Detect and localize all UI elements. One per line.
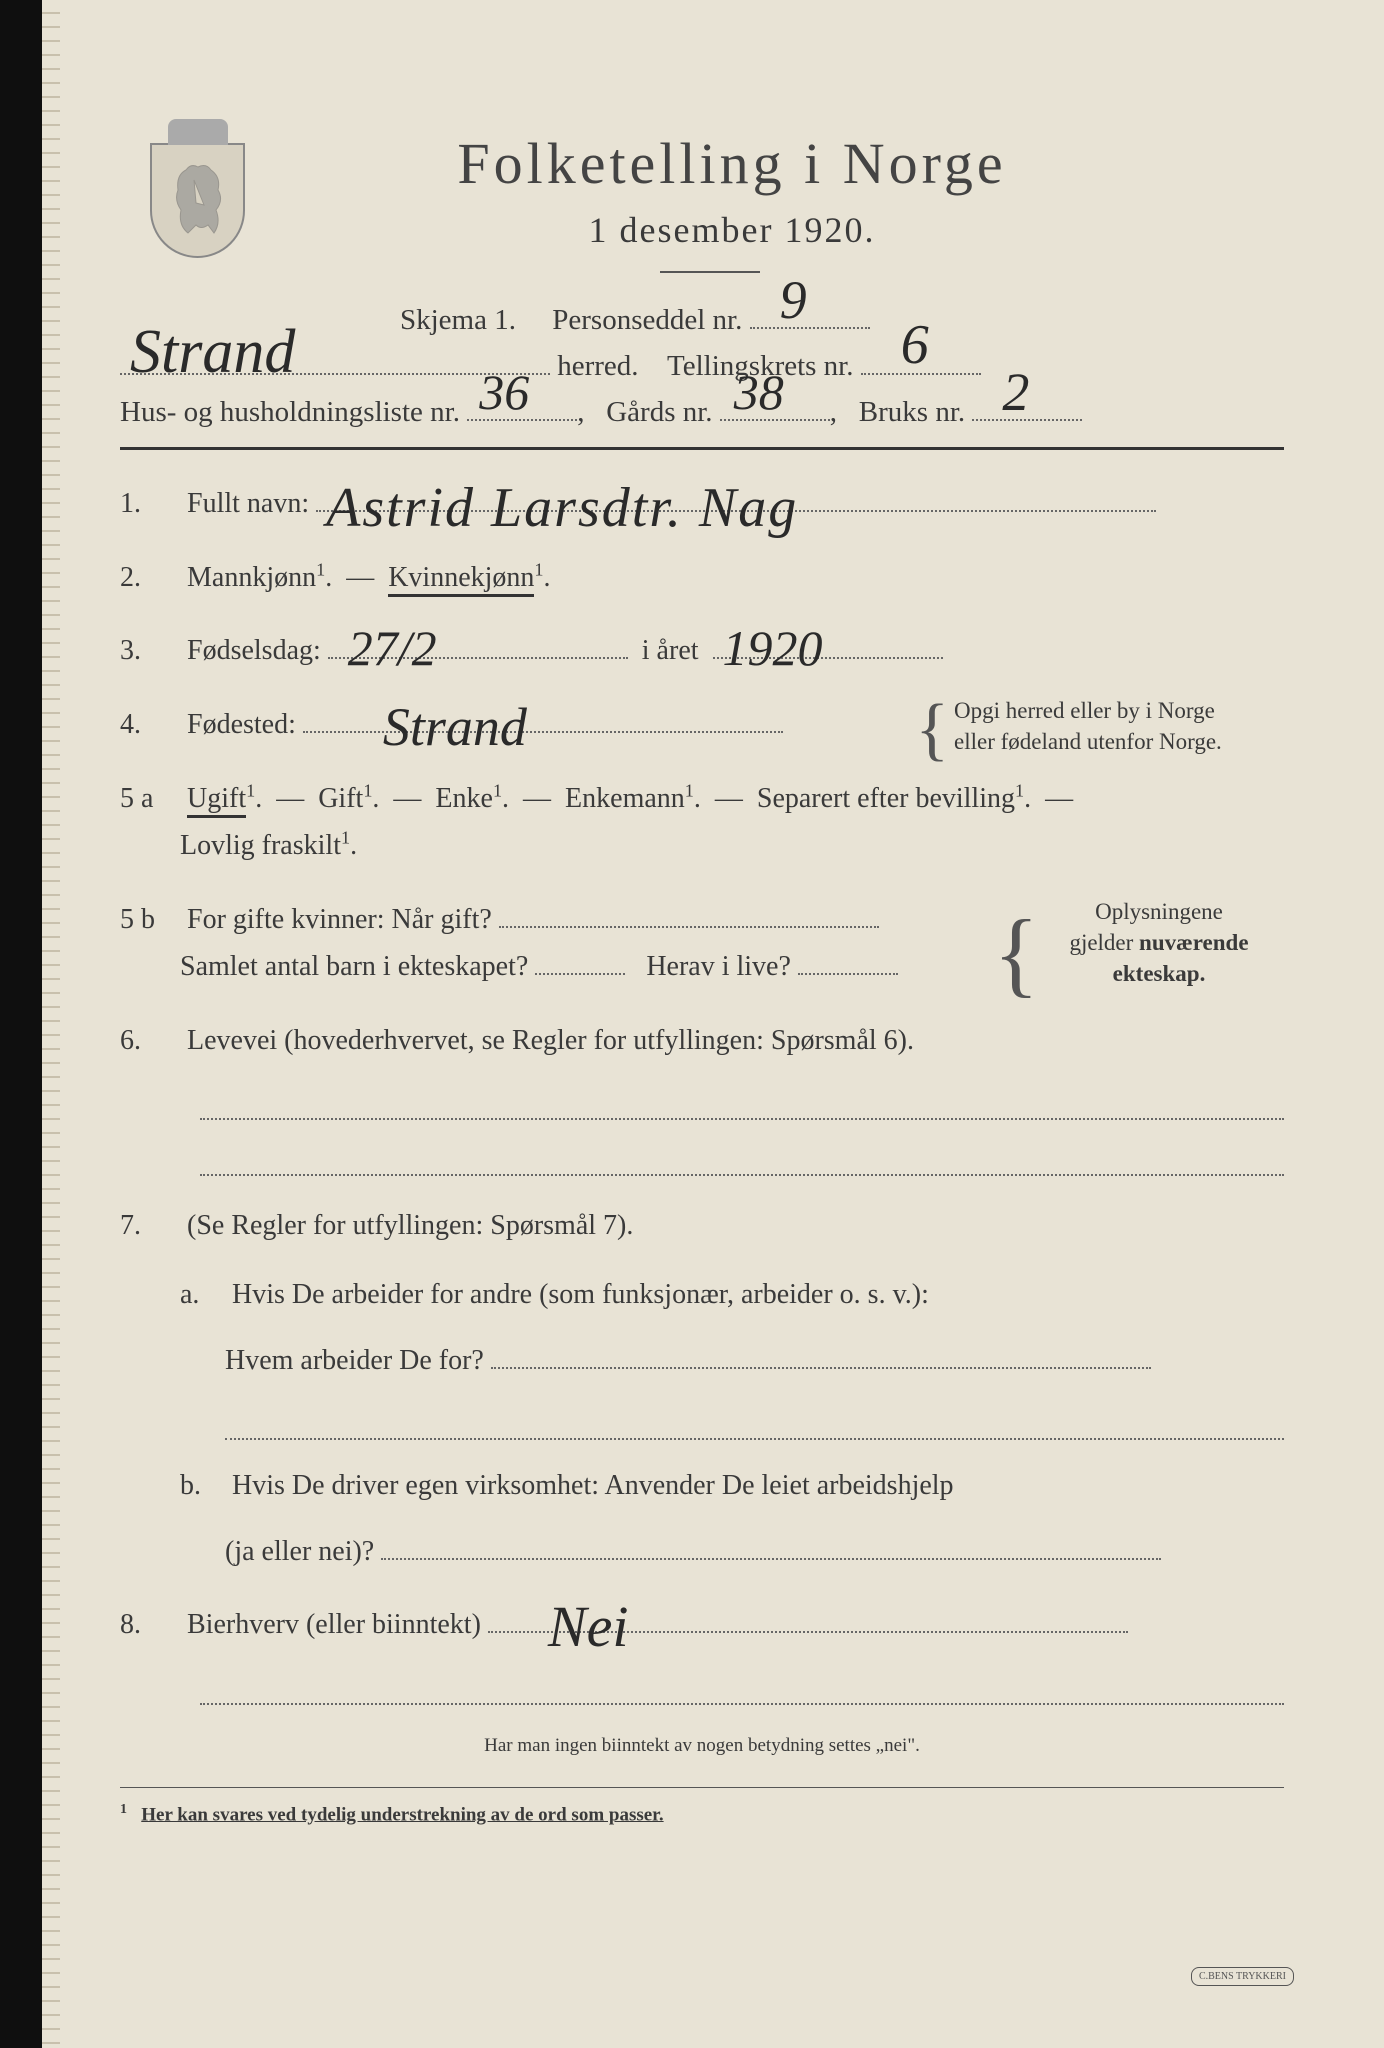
gards-label: Gårds nr. [606,396,712,428]
q8-num: 8. [120,1601,180,1649]
herred-name: Strand [130,317,295,388]
tellingskrets-nr: 6 [901,313,929,377]
q7a-l2: Hvem arbeider De for? [225,1345,484,1376]
q5a-opt5: Lovlig fraskilt [180,830,341,861]
q2-num: 2. [120,554,180,602]
q7b-l1: Hvis De driver egen virksomhet: Anvender… [232,1470,954,1501]
q5a-opt0: Ugift [187,783,246,818]
q4-note: Opgi herred eller by i Norge eller fødel… [954,695,1274,757]
q8-label: Bierhverv (eller biinntekt) [187,1609,481,1640]
q6-label: Levevei (hovederhvervet, se Regler for u… [187,1025,914,1056]
q4-label: Fødested: [187,709,296,740]
q5a-num: 5 a [120,775,180,823]
q5b-num: 5 b [120,896,180,944]
q4-num: 4. [120,701,180,749]
form-date: 1 desember 1920. [180,209,1284,251]
q3-num: 3. [120,627,180,675]
q5a-opt3: Enkemann [565,783,685,814]
scan-edge [0,0,42,2048]
q7a-l1: Hvis De arbeider for andre (som funksjon… [232,1279,929,1310]
q5b-note: Oplysningene gjelder nuværende ekteskap. [1044,896,1274,989]
skjema-label: Skjema 1. [400,304,516,336]
meta-line-2: Strand herred. Tellingskrets nr. 6 [120,349,1284,383]
q5b-l2a: Samlet antal barn i ekteskapet? [180,951,528,982]
question-4: 4. Fødested: Strand { Opgi herred eller … [120,701,1284,749]
personseddel-nr: 9 [780,269,807,331]
q8-line [200,1671,1284,1705]
gards-nr: 38 [734,363,784,421]
question-2: 2. Mannkjønn1. — Kvinnekjønn1. [120,554,1284,602]
brace-icon-2: { [993,906,1039,1001]
husliste-nr: 36 [479,363,529,421]
q3-day: 27/2 [348,606,437,691]
q6-line2 [200,1142,1284,1176]
q5a-opt2: Enke [435,783,493,814]
q3-label: Fødselsdag: [187,635,321,666]
form-header: Folketelling i Norge 1 desember 1920. [120,130,1284,273]
printer-mark: C.BENS TRYKKERI [1191,1967,1294,1986]
meta-block: Skjema 1. Personseddel nr. 9 Strand herr… [120,303,1284,429]
brace-icon: { [915,695,949,765]
q5b-l2b: Herav i live? [646,951,791,982]
question-3: 3. Fødselsdag: 27/2 i året 1920 [120,627,1284,675]
q4-note-l1: Opgi herred eller by i Norge [954,698,1215,723]
q6-line1 [200,1087,1284,1121]
herred-label: herred. [557,350,638,382]
perforation-edge [42,0,60,2048]
q7-label: (Se Regler for utfyllingen: Spørsmål 7). [187,1210,633,1241]
question-5a: 5 a Ugift1. — Gift1. — Enke1. — Enkemann… [120,775,1284,870]
q7-num: 7. [120,1202,180,1250]
q7b-num: b. [180,1462,225,1510]
q4-value: Strand [383,682,527,774]
question-5b: 5 b For gifte kvinner: Når gift? Samlet … [120,896,1284,991]
census-form-page: Folketelling i Norge 1 desember 1920. Sk… [0,0,1384,2048]
q7a-num: a. [180,1271,225,1319]
q3-year-label: i året [642,635,699,666]
meta-line-1: Skjema 1. Personseddel nr. 9 [400,303,1284,337]
q4-note-l2: eller fødeland utenfor Norge. [954,729,1222,754]
bruks-label: Bruks nr. [859,396,965,428]
q8-value: Nei [548,1578,629,1677]
q7a-line [225,1407,1284,1441]
question-8: 8. Bierhverv (eller biinntekt) Nei [120,1601,1284,1704]
coat-of-arms-icon [150,115,270,265]
question-6: 6. Levevei (hovederhvervet, se Regler fo… [120,1017,1284,1176]
bruks-nr: 2 [1002,361,1029,423]
q1-value: Astrid Larsdtr. Nag [326,461,798,556]
q3-year: 1920 [723,606,823,691]
footer-hint: Har man ingen biinntekt av nogen betydni… [120,1735,1284,1757]
form-title: Folketelling i Norge [180,130,1284,197]
q1-num: 1. [120,480,180,528]
q7b-l2: (ja eller nei)? [225,1536,374,1567]
q5a-opt1: Gift [318,783,363,814]
q6-num: 6. [120,1017,180,1065]
question-1: 1. Fullt navn: Astrid Larsdtr. Nag [120,480,1284,528]
header-rule [120,447,1284,450]
q5b-l1: For gifte kvinner: Når gift? [187,904,492,935]
footer-footnote: 1 Her kan svares ved tydelig understrekn… [120,1802,1284,1826]
footnote-rule [120,1787,1284,1788]
q2-opt1: Mannkjønn [187,562,316,593]
title-divider [660,271,760,273]
meta-line-3: Hus- og husholdningsliste nr. 36 , Gårds… [120,395,1284,429]
question-7: 7. (Se Regler for utfyllingen: Spørsmål … [120,1202,1284,1576]
q2-opt2: Kvinnekjønn [388,562,534,597]
q5b-note-l2: gjelder nuværende [1069,930,1248,955]
husliste-label: Hus- og husholdningsliste nr. [120,396,460,428]
q5a-opt4: Separert efter bevilling [757,783,1015,814]
personseddel-label: Personseddel nr. [552,304,742,336]
q5b-note-l3: ekteskap. [1113,961,1206,986]
q5b-note-l1: Oplysningene [1095,899,1223,924]
q1-label: Fullt navn: [187,488,309,519]
